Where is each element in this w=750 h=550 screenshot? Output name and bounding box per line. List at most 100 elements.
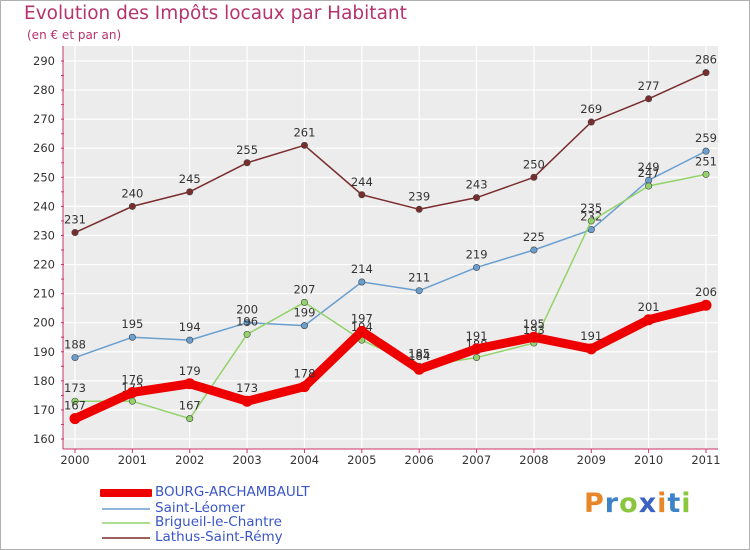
data-label: 185	[408, 346, 430, 360]
data-label: 179	[179, 364, 201, 378]
y-tick-label: 260	[33, 141, 55, 155]
x-tick-label: 2007	[462, 453, 491, 467]
data-point	[473, 194, 481, 202]
data-label: 286	[695, 53, 717, 67]
series-lathus-saint-remy: 231 240 245 255 261 244 239 243 250 269 277 286	[64, 53, 717, 237]
data-point	[645, 182, 653, 190]
data-label: 245	[179, 172, 201, 186]
data-label: 240	[121, 186, 143, 200]
x-tick-label: 2002	[175, 453, 204, 467]
data-point	[473, 354, 481, 362]
legend-label-brigueil-le-chantre: Brigueil-le-Chantre	[155, 514, 282, 530]
data-point	[243, 319, 251, 327]
data-label: 239	[408, 189, 430, 203]
series-saint-leomer: 188 195 194 200 199 214 211 219 225 232 249 259	[64, 131, 717, 362]
data-point	[184, 378, 196, 390]
x-tick-label: 2006	[405, 453, 434, 467]
data-point	[241, 395, 253, 407]
data-point	[186, 336, 194, 344]
y-tick-label: 280	[33, 83, 55, 97]
data-label: 191	[580, 329, 602, 343]
data-point	[528, 331, 540, 343]
data-point	[702, 147, 710, 155]
data-point	[69, 413, 81, 425]
y-tick-label: 180	[33, 374, 55, 388]
data-point	[300, 298, 308, 306]
data-label: 197	[351, 311, 373, 325]
x-tick-label: 2004	[290, 453, 319, 467]
data-label: 214	[351, 262, 373, 276]
data-label: 191	[466, 329, 488, 343]
data-point	[643, 314, 655, 326]
y-tick-label: 270	[33, 112, 55, 126]
data-point	[71, 354, 79, 362]
legend-swatch-bourg-archambault	[100, 489, 152, 497]
data-point	[128, 397, 136, 405]
data-label: 249	[638, 160, 660, 174]
data-point	[471, 343, 483, 355]
data-label: 231	[64, 213, 86, 227]
series-line	[70, 300, 711, 424]
line-chart: 160 170 180 190 200 210 220 230 240 250 260 270 280 2…	[33, 46, 721, 467]
data-label: 211	[408, 271, 430, 285]
data-point	[587, 226, 595, 234]
data-label: 250	[523, 157, 545, 171]
data-point	[128, 333, 136, 341]
data-label: 188	[64, 338, 86, 352]
data-label: 255	[236, 143, 258, 157]
data-label: 261	[293, 125, 315, 139]
data-label: 184	[408, 349, 430, 363]
data-point	[243, 159, 251, 167]
chart-subtitle: (en € et par an)	[27, 28, 122, 42]
y-tick-label: 170	[33, 403, 55, 417]
data-label: 269	[580, 102, 602, 116]
data-point	[126, 386, 138, 398]
x-tick-label: 2010	[634, 453, 663, 467]
y-tick-label: 190	[33, 345, 55, 359]
data-label: 235	[580, 201, 602, 215]
y-tick-label: 240	[33, 199, 55, 213]
data-point	[128, 202, 136, 210]
x-tick-label: 2000	[60, 453, 89, 467]
data-point	[243, 330, 251, 338]
x-tick-label: 2011	[691, 453, 720, 467]
data-label: 232	[580, 210, 602, 224]
data-point	[530, 246, 538, 254]
data-point	[585, 343, 597, 355]
data-label: 178	[293, 367, 315, 381]
data-point	[415, 287, 423, 295]
legend-swatch-lathus-saint-remy	[102, 537, 150, 539]
data-point	[415, 205, 423, 213]
legend-label-bourg-archambault: BOURG-ARCHAMBAULT	[155, 484, 310, 500]
series-bourg-archambault: 167 176 179 173 178 197 184 191 195 191 201 206	[64, 285, 717, 425]
y-tick-label: 250	[33, 170, 55, 184]
data-point	[700, 299, 712, 311]
y-tick-label: 290	[33, 54, 55, 68]
data-point	[71, 397, 79, 405]
data-label: 199	[293, 306, 315, 320]
data-label: 173	[64, 381, 86, 395]
data-label: 195	[121, 317, 143, 331]
data-label: 201	[638, 300, 660, 314]
data-label: 244	[351, 175, 373, 189]
series-line	[74, 150, 707, 359]
data-point	[413, 363, 425, 375]
data-label: 247	[638, 166, 660, 180]
data-point	[587, 118, 595, 126]
chart-title: Evolution des Impôts locaux par Habitant	[24, 3, 407, 24]
data-label: 219	[466, 247, 488, 261]
data-label: 251	[695, 154, 717, 168]
data-point	[300, 141, 308, 149]
y-tick-label: 200	[33, 316, 55, 330]
plot-area	[63, 46, 718, 449]
y-tick-label: 230	[33, 228, 55, 242]
data-point	[356, 325, 368, 337]
data-label: 206	[695, 285, 717, 299]
data-point	[530, 173, 538, 181]
data-point	[186, 415, 194, 423]
data-label: 200	[236, 303, 258, 317]
data-point	[358, 278, 366, 286]
x-tick-label: 2008	[519, 453, 548, 467]
data-label: 193	[523, 323, 545, 337]
data-point	[298, 381, 310, 393]
